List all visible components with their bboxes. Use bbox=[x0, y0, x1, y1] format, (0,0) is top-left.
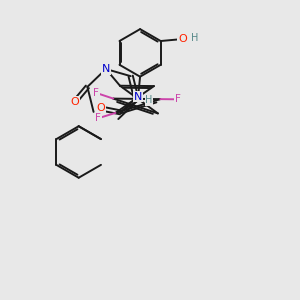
Text: F: F bbox=[175, 94, 181, 104]
Text: O: O bbox=[178, 34, 187, 44]
Text: F: F bbox=[94, 88, 99, 98]
Text: H: H bbox=[145, 95, 153, 106]
Text: F: F bbox=[95, 113, 101, 123]
Text: N: N bbox=[134, 92, 142, 101]
Text: O: O bbox=[96, 103, 105, 113]
Text: O: O bbox=[70, 97, 79, 107]
Text: H: H bbox=[191, 33, 198, 43]
Text: N: N bbox=[102, 64, 110, 74]
